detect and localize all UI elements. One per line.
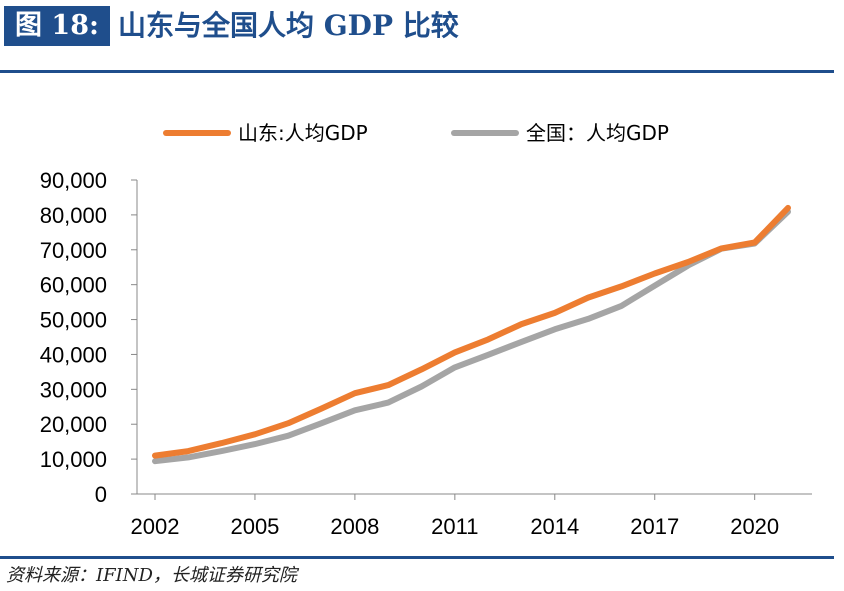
y-tick-label: 40,000 xyxy=(40,342,107,367)
x-axis: 2002 2005 2008 2011 2014 2017 2020 xyxy=(131,493,812,539)
footer-divider xyxy=(0,556,834,559)
header-divider xyxy=(0,70,834,73)
y-tick-label: 10,000 xyxy=(40,447,107,472)
x-tick-label: 2005 xyxy=(230,514,279,539)
y-tick-label: 0 xyxy=(95,482,107,507)
figure-number: 图 18: xyxy=(4,6,110,46)
y-tick-label: 50,000 xyxy=(40,308,107,333)
figure-header: 图 18: 山东与全国人均 GDP 比较 xyxy=(0,0,844,73)
x-tick-label: 2002 xyxy=(131,514,180,539)
y-tick-label: 70,000 xyxy=(40,238,107,263)
series-lines xyxy=(152,204,791,465)
x-tick-label: 2020 xyxy=(730,514,779,539)
series-line-shandong xyxy=(152,204,791,459)
y-tick-label: 90,000 xyxy=(40,168,107,193)
y-tick-label: 20,000 xyxy=(40,412,107,437)
x-tick-label: 2014 xyxy=(530,514,579,539)
x-tick-label: 2017 xyxy=(630,514,679,539)
series-line-national xyxy=(152,208,791,465)
y-tick-label: 30,000 xyxy=(40,377,107,402)
y-tick-label: 60,000 xyxy=(40,273,107,298)
legend-label-shandong: 山东:人均GDP xyxy=(238,121,368,145)
x-tick-label: 2011 xyxy=(431,514,478,539)
line-chart: 山东:人均GDP 全国：人均GDP 0 10,000 20,000 30,000 40,0… xyxy=(40,121,812,539)
y-tick-label: 80,000 xyxy=(40,203,107,228)
legend: 山东:人均GDP 全国：人均GDP xyxy=(163,121,669,145)
chart-title: 山东与全国人均 GDP 比较 xyxy=(118,9,459,42)
y-axis: 0 10,000 20,000 30,000 40,000 50,000 60,000 70,… xyxy=(40,168,138,507)
source-note: 资料来源：IFIND，长城证券研究院 xyxy=(6,565,297,586)
x-tick-label: 2008 xyxy=(330,514,379,539)
legend-label-national: 全国：人均GDP xyxy=(526,121,669,145)
